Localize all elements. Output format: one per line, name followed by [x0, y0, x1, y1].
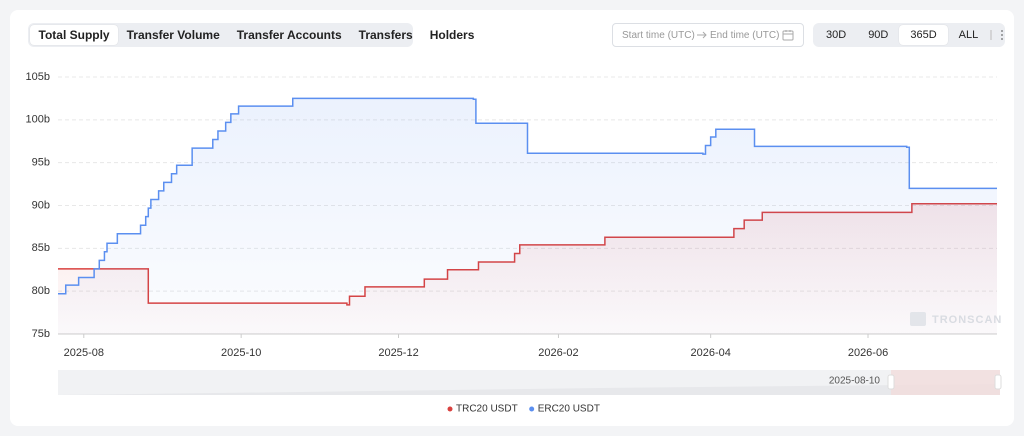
range-button[interactable]: ALL [958, 29, 979, 41]
tab[interactable]: Transfer Volume [126, 28, 220, 42]
tab-group: Total Supply Transfer Volume Transfer Acco… [28, 23, 474, 47]
tab[interactable]: Total Supply [30, 25, 119, 45]
start-time[interactable]: Start time (UTC) [622, 30, 695, 41]
card [10, 10, 1014, 426]
range-button[interactable]: 30D [826, 29, 847, 41]
arrow-icon [697, 31, 707, 39]
calendar-icon [782, 30, 794, 41]
range-button[interactable]: 365D [899, 25, 948, 45]
tab[interactable]: Transfers [358, 28, 413, 42]
tab[interactable]: Transfer Accounts [236, 28, 342, 42]
tab[interactable]: Holders [429, 28, 475, 42]
range-button[interactable]: 90D [868, 29, 889, 41]
date-range-input[interactable]: Start time (UTC) End time (UTC) [612, 23, 804, 47]
end-time[interactable]: End time (UTC) [710, 30, 780, 41]
menu-icon[interactable] [989, 25, 1003, 45]
range-group: 30D 90D 365D ALL [813, 23, 1005, 47]
